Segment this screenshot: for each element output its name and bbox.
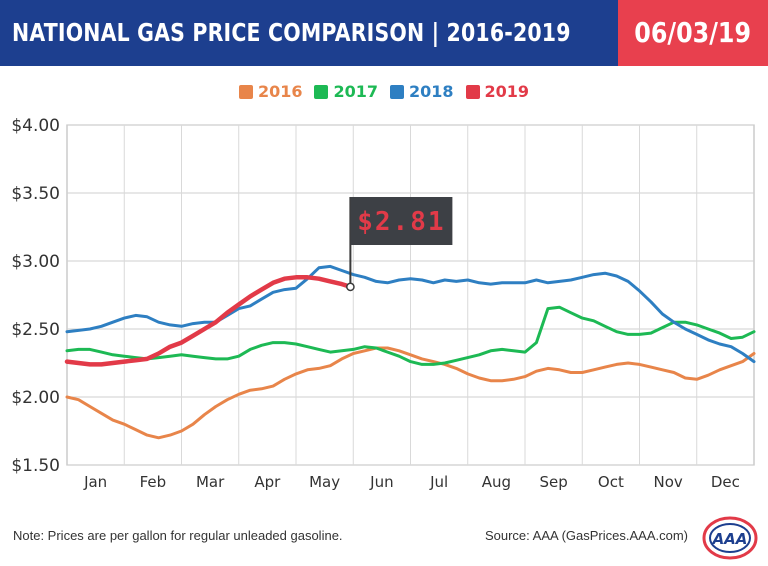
aaa-logo: AAA (702, 516, 758, 560)
legend-item-2018: 2018 (390, 82, 454, 101)
series-line-2018 (65, 264, 756, 364)
legend-item-2017: 2017 (314, 82, 378, 101)
y-tick-label: $2.50 (11, 320, 60, 340)
source-text: Source: AAA (GasPrices.AAA.com) (484, 528, 688, 543)
legend-item-2019: 2019 (465, 82, 530, 101)
x-tick-label: Jan (83, 473, 107, 491)
x-tick-label: May (309, 473, 340, 491)
y-tick-label: $3.50 (11, 184, 60, 204)
svg-text:AAA: AAA (712, 530, 748, 548)
x-tick-label: Sep (539, 473, 567, 491)
page-title: NATIONAL GAS PRICE COMPARISON | 2016-201… (12, 18, 571, 47)
header-bar: NATIONAL GAS PRICE COMPARISON | 2016-201… (0, 0, 768, 66)
legend-label: 2018 (409, 82, 454, 101)
footnote: Note: Prices are per gallon for regular … (13, 528, 343, 543)
x-tick-label: Jul (429, 473, 448, 491)
x-tick-label: Mar (196, 473, 225, 491)
x-tick-label: Nov (653, 473, 682, 491)
x-tick-label: Jun (369, 473, 393, 491)
date-text: 06/03/19 (634, 16, 752, 49)
legend-swatch (465, 84, 480, 99)
series-line-2019 (64, 275, 353, 367)
y-tick-label: $3.00 (11, 252, 60, 272)
x-tick-label: Feb (140, 473, 167, 491)
legend-label: 2016 (257, 82, 303, 101)
x-tick-label: Dec (711, 473, 740, 491)
series-line-2016 (65, 346, 756, 440)
legend-label: 2017 (333, 82, 378, 101)
date-badge: 06/03/19 (618, 0, 768, 66)
callout-flag (350, 197, 453, 245)
x-tick-label: Apr (254, 473, 281, 491)
legend-item-2016: 2016 (238, 82, 303, 101)
legend-swatch (390, 84, 404, 99)
series-line-2017 (65, 305, 756, 366)
legend-swatch (238, 84, 253, 99)
x-tick-label: Aug (482, 473, 511, 491)
y-tick-label: $2.00 (11, 388, 60, 408)
callout-value-label: $2.81 (357, 207, 445, 237)
y-tick-label: $4.00 (11, 116, 60, 136)
x-tick-label: Oct (598, 473, 624, 491)
chart-legend: 2016 2017 2018 2019 (0, 82, 768, 106)
legend-swatch (314, 84, 329, 99)
callout-marker (346, 282, 355, 292)
legend-label: 2019 (484, 82, 530, 101)
chart-plot: $1.50 $2.00 $2.50 $3.00 $3.50 $4.00 Jan Feb Mar A… (11, 116, 756, 491)
y-tick-label: $1.50 (11, 456, 60, 476)
